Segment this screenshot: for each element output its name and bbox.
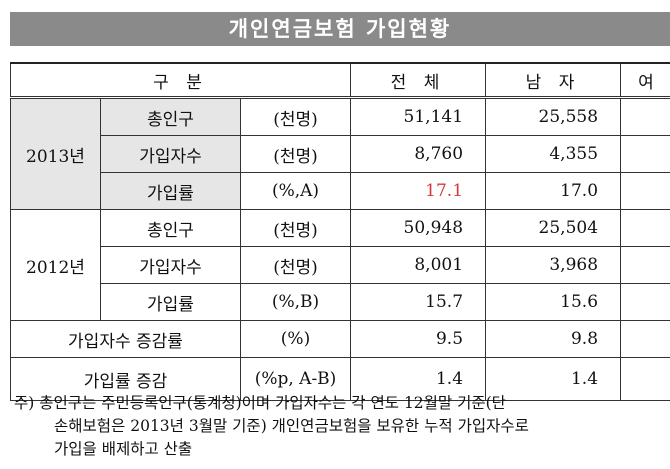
unit-cell: (천명) [239,246,352,284]
value-cell: 8,001 [350,246,487,284]
row: 2013년 총인구 (천명) 51,141 25,558 [10,97,670,210]
row: 가입률 (%,A) 17.1 17.0 [11,172,670,210]
unit-cell: (%) [239,320,352,358]
row: 2012년 총인구 (천명) 50,948 25,504 [10,209,670,321]
value-cell: 50,948 [350,209,487,247]
value-cell: 8,760 [350,135,487,173]
label-cell: 가입률 증감 [10,357,241,401]
value-cell: 4,355 [485,135,622,173]
value-cell: 17.0 [485,172,622,210]
table: 구 분 전 체 남 자 여 자 2013년 총인구 (천명) 51,141 25… [10,62,670,401]
cell [620,283,670,321]
unit-cell: (%,A) [239,172,352,210]
unit-cell: (%,B) [239,283,352,321]
unit-cell: (천명) [239,97,352,136]
row: 가입자수 (천명) 8,001 3,968 [11,246,670,284]
year-cell: 2013년 [10,97,101,210]
header-cell: 남 자 [485,62,622,99]
label-cell: 가입자수 증감률 [10,320,241,358]
cell [620,320,670,358]
table-wrap: 구 분 전 체 남 자 여 자 2013년 총인구 (천명) 51,141 25… [10,62,670,401]
label-cell: 가입률 [100,172,241,210]
header-row: 구 분 전 체 남 자 여 자 [10,62,670,99]
header-cell: 전 체 [350,62,487,99]
footnote: 주) 총인구는 주민등록인구(통계청)이며 가입자수는 각 연도 12월말 기준… [14,392,670,461]
title-bar: 개인연금보험 가입현황 [10,12,670,46]
row: 가입자수 증감률 (%) 9.5 9.8 [10,320,670,358]
label-cell: 총인구 [100,97,241,136]
row: 가입률 (%,B) 15.7 15.6 [11,283,670,321]
cell [620,135,670,173]
header-cell: 여 자 [620,62,670,99]
row: 가입률 증감 (%p, A-B) 1.4 1.4 [10,357,670,401]
label-cell: 총인구 [100,209,241,247]
footnote-line: 주) 총인구는 주민등록인구(통계청)이며 가입자수는 각 연도 12월말 기준… [14,394,506,412]
value-cell: 15.7 [350,283,487,321]
label-cell: 가입자수 [100,135,241,173]
footnote-line: 손해보험은 2013년 3월말 기준) 개인연금보험을 보유한 누적 가입자수로 [54,417,529,435]
cell [620,246,670,284]
unit-cell: (%p, A-B) [239,357,352,401]
cell [620,209,670,247]
value-cell: 25,558 [485,97,622,136]
value-cell: 9.8 [485,320,622,358]
label-cell: 가입률 [100,283,241,321]
year-cell: 2012년 [10,209,101,321]
value-cell: 17.1 [350,172,487,210]
value-cell: 51,141 [350,97,487,136]
value-cell: 1.4 [485,357,622,401]
unit-cell: (천명) [239,209,352,247]
value-cell: 15.6 [485,283,622,321]
value-cell: 25,504 [485,209,622,247]
value-cell: 9.5 [350,320,487,358]
unit-cell: (천명) [239,135,352,173]
header-cell: 구 분 [10,62,352,99]
footnote-line: 가입을 배제하고 산출 [54,440,193,458]
label-cell: 가입자수 [100,246,241,284]
row: 가입자수 (천명) 8,760 4,355 [11,135,670,173]
cell [620,97,670,136]
cell [620,172,670,210]
value-cell: 3,968 [485,246,622,284]
cell [620,357,670,401]
